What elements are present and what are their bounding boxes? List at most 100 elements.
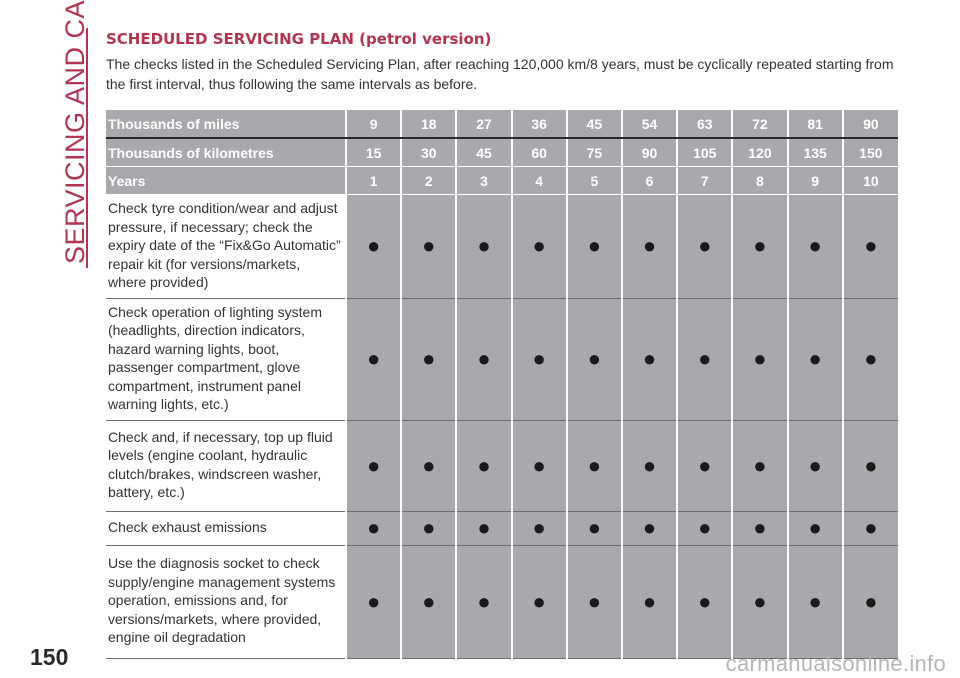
scheduled-check-dot: ● bbox=[841, 545, 898, 659]
header-interval-value: 9 bbox=[345, 110, 402, 139]
scheduled-check-dot: ● bbox=[510, 420, 567, 512]
scheduled-check-dot: ● bbox=[841, 298, 898, 421]
scheduled-check-dot: ● bbox=[731, 298, 788, 421]
site-watermark: carmanualsonline.info bbox=[725, 651, 946, 676]
scheduled-check-dot: ● bbox=[455, 298, 512, 421]
scheduled-check-dot: ● bbox=[620, 420, 678, 512]
scheduled-check-dot: ● bbox=[345, 545, 402, 659]
section-side-title: SERVICING AND CARE bbox=[52, 0, 90, 268]
scheduled-check-dot: ● bbox=[345, 420, 402, 512]
scheduled-check-dot: ● bbox=[676, 420, 733, 512]
table-row: Check operation of lighting system (head… bbox=[106, 298, 898, 421]
header-interval-value: 45 bbox=[455, 138, 512, 167]
check-description: Check operation of lighting system (head… bbox=[106, 298, 347, 421]
header-interval-value: 6 bbox=[620, 166, 678, 195]
table-row: Check and, if necessary, top up fluid le… bbox=[106, 420, 898, 512]
header-interval-value: 15 bbox=[345, 138, 402, 167]
header-interval-value: 3 bbox=[455, 166, 512, 195]
header-interval-value: 63 bbox=[676, 110, 733, 139]
scheduled-check-dot: ● bbox=[455, 511, 512, 546]
header-interval-value: 105 bbox=[676, 138, 733, 167]
scheduled-check-dot: ● bbox=[510, 511, 567, 546]
header-interval-value: 18 bbox=[400, 110, 457, 139]
scheduled-check-dot: ● bbox=[510, 545, 567, 659]
scheduled-check-dot: ● bbox=[400, 298, 457, 421]
header-interval-value: 150 bbox=[841, 138, 898, 167]
scheduled-check-dot: ● bbox=[620, 511, 678, 546]
scheduled-check-dot: ● bbox=[731, 420, 788, 512]
scheduled-check-dot: ● bbox=[565, 545, 622, 659]
header-interval-value: 45 bbox=[565, 110, 622, 139]
scheduled-check-dot: ● bbox=[786, 545, 843, 659]
header-interval-value: 30 bbox=[400, 138, 457, 167]
header-interval-value: 5 bbox=[565, 166, 622, 195]
check-description: Check exhaust emissions bbox=[106, 511, 347, 546]
scheduled-check-dot: ● bbox=[731, 194, 788, 299]
scheduled-check-dot: ● bbox=[620, 545, 678, 659]
header-row-label: Years bbox=[106, 166, 347, 195]
page-title: SCHEDULED SERVICING PLAN (petrol version… bbox=[106, 30, 492, 48]
header-interval-value: 8 bbox=[731, 166, 788, 195]
header-interval-value: 60 bbox=[510, 138, 567, 167]
header-row-label: Thousands of kilometres bbox=[106, 138, 347, 167]
scheduled-check-dot: ● bbox=[731, 511, 788, 546]
section-side-rule bbox=[86, 28, 88, 268]
scheduled-check-dot: ● bbox=[676, 298, 733, 421]
scheduled-check-dot: ● bbox=[786, 420, 843, 512]
scheduled-check-dot: ● bbox=[841, 194, 898, 299]
scheduled-check-dot: ● bbox=[565, 194, 622, 299]
intro-paragraph: The checks listed in the Scheduled Servi… bbox=[106, 56, 894, 92]
table-row: Check tyre condition/wear and adjust pre… bbox=[106, 194, 898, 299]
scheduled-check-dot: ● bbox=[345, 511, 402, 546]
table-row: Check exhaust emissions ● ● ● ● ● ● ● ● ● ● bbox=[106, 511, 898, 546]
header-interval-value: 72 bbox=[731, 110, 788, 139]
header-interval-value: 4 bbox=[510, 166, 567, 195]
scheduled-check-dot: ● bbox=[731, 545, 788, 659]
scheduled-check-dot: ● bbox=[400, 420, 457, 512]
scheduled-check-dot: ● bbox=[565, 420, 622, 512]
header-interval-value: 75 bbox=[565, 138, 622, 167]
header-interval-value: 90 bbox=[841, 110, 898, 139]
table-row: Use the diagnosis socket to check supply… bbox=[106, 545, 898, 659]
header-row-miles: Thousands of miles 9 18 27 36 45 54 63 72 81 90 bbox=[106, 110, 898, 139]
scheduled-check-dot: ● bbox=[400, 194, 457, 299]
scheduled-check-dot: ● bbox=[455, 545, 512, 659]
header-interval-value: 10 bbox=[841, 166, 898, 195]
scheduled-check-dot: ● bbox=[510, 194, 567, 299]
scheduled-check-dot: ● bbox=[400, 511, 457, 546]
header-row-label: Thousands of miles bbox=[106, 110, 347, 139]
scheduled-check-dot: ● bbox=[620, 298, 678, 421]
scheduled-check-dot: ● bbox=[455, 194, 512, 299]
header-interval-value: 27 bbox=[455, 110, 512, 139]
header-interval-value: 2 bbox=[400, 166, 457, 195]
check-description: Check and, if necessary, top up fluid le… bbox=[106, 420, 347, 512]
scheduled-check-dot: ● bbox=[510, 298, 567, 421]
scheduled-check-dot: ● bbox=[841, 420, 898, 512]
check-description: Check tyre condition/wear and adjust pre… bbox=[106, 194, 347, 299]
scheduled-check-dot: ● bbox=[841, 511, 898, 546]
scheduled-check-dot: ● bbox=[345, 194, 402, 299]
scheduled-check-dot: ● bbox=[786, 194, 843, 299]
header-interval-value: 54 bbox=[620, 110, 678, 139]
scheduled-check-dot: ● bbox=[455, 420, 512, 512]
header-interval-value: 7 bbox=[676, 166, 733, 195]
header-interval-value: 36 bbox=[510, 110, 567, 139]
header-interval-value: 90 bbox=[620, 138, 678, 167]
scheduled-check-dot: ● bbox=[676, 511, 733, 546]
scheduled-check-dot: ● bbox=[786, 511, 843, 546]
header-interval-value: 120 bbox=[731, 138, 788, 167]
scheduled-check-dot: ● bbox=[565, 511, 622, 546]
header-interval-value: 81 bbox=[786, 110, 843, 139]
scheduled-check-dot: ● bbox=[620, 194, 678, 299]
check-description: Use the diagnosis socket to check supply… bbox=[106, 545, 347, 659]
scheduled-check-dot: ● bbox=[565, 298, 622, 421]
servicing-plan-table: Thousands of miles 9 18 27 36 45 54 63 72 81 90 Tho… bbox=[106, 110, 898, 659]
scheduled-check-dot: ● bbox=[400, 545, 457, 659]
header-interval-value: 9 bbox=[786, 166, 843, 195]
header-interval-value: 1 bbox=[345, 166, 402, 195]
header-interval-value: 135 bbox=[786, 138, 843, 167]
scheduled-check-dot: ● bbox=[676, 545, 733, 659]
scheduled-check-dot: ● bbox=[786, 298, 843, 421]
scheduled-check-dot: ● bbox=[345, 298, 402, 421]
page-number: 150 bbox=[30, 644, 69, 670]
